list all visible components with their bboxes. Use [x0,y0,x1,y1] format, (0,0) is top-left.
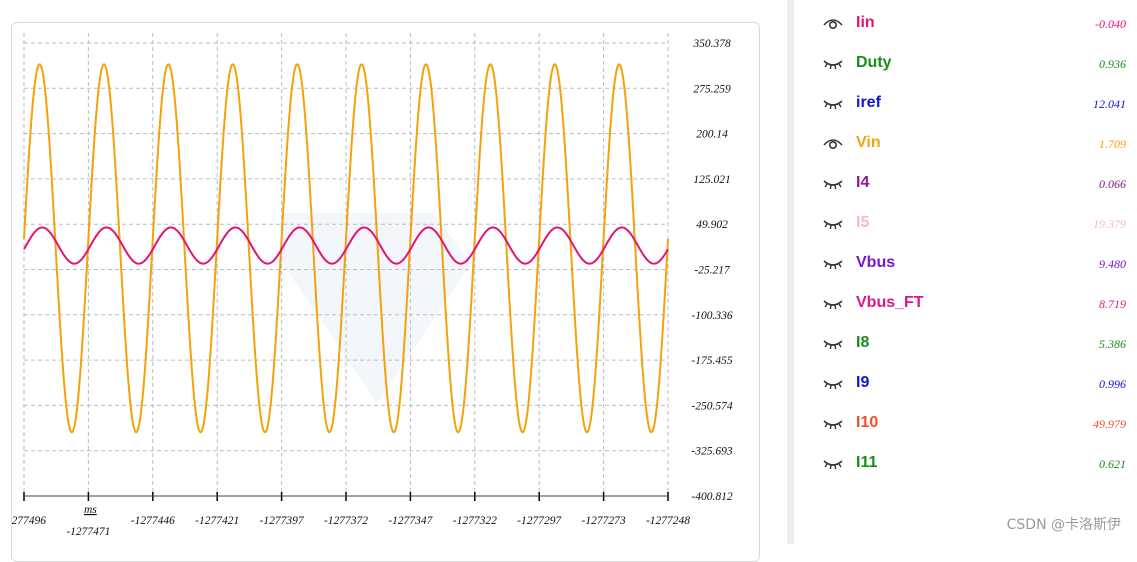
x-tick-label: -1277421 [195,515,239,527]
legend-series-name: I8 [856,334,870,351]
legend-item-duty[interactable]: Duty 0.936 [794,43,1137,83]
legend-series-name: Duty [856,54,892,71]
y-tick-label: -175.455 [691,355,732,367]
y-tick-label: -250.574 [691,400,732,412]
legend-series-value: 9.480 [1099,257,1126,271]
legend-series-name: Vbus_FT [856,294,924,311]
legend-item-i9[interactable]: I9 0.996 [794,363,1137,403]
plot-panel: 350.378 275.259 200.14 125.021 49.902 -25.217… [11,22,760,562]
background-logo [282,213,472,403]
panel-divider[interactable] [787,0,794,544]
eye-closed-icon[interactable] [822,95,844,111]
x-tick-label: -1277297 [517,515,562,527]
eye-closed-icon[interactable] [822,335,844,351]
series-line-iin [23,226,669,265]
eye-closed-icon[interactable] [822,415,844,431]
y-tick-label: 275.259 [693,83,731,95]
eye-closed-icon[interactable] [822,295,844,311]
legend-series-name: Vin [856,134,881,151]
x-tick-label: -1277471 [66,526,110,538]
legend-series-value: 19.379 [1093,217,1126,231]
watermark-text: CSDN @卡洛斯伊 [1006,517,1121,533]
legend-item-i5[interactable]: I5 19.379 [794,203,1137,243]
legend-series-value: 0.066 [1099,177,1126,191]
x-tick-label: -1277248 [646,515,690,527]
legend-series-value: 0.936 [1099,57,1126,71]
legend-item-iref[interactable]: iref 12.041 [794,83,1137,123]
legend-series-name: I4 [856,174,870,191]
x-tick-label: -1277496 [12,515,46,527]
y-tick-label: -325.693 [691,446,732,458]
legend-item-i4[interactable]: I4 0.066 [794,163,1137,203]
legend-series-value: 12.041 [1093,97,1126,111]
legend-series-name: I10 [856,414,879,431]
legend-series-value: 49.979 [1093,417,1126,431]
line-chart[interactable]: 350.378 275.259 200.14 125.021 49.902 -25.217… [12,23,761,545]
legend-series-value: 8.719 [1099,297,1126,311]
x-tick-label: -1277273 [582,515,626,527]
y-tick-label: -100.336 [691,310,732,322]
eye-closed-icon[interactable] [822,255,844,271]
legend-series-name: I9 [856,374,870,391]
legend-item-i10[interactable]: I10 49.979 [794,403,1137,443]
legend-series-value: 0.996 [1099,377,1126,391]
series-line-vin [23,63,669,434]
legend-series-name: iref [856,94,881,111]
eye-closed-icon[interactable] [822,215,844,231]
legend-item-iin[interactable]: Iin -0.040 [794,3,1137,43]
x-tick-label: -1277322 [453,515,497,527]
eye-open-icon[interactable] [822,135,844,151]
y-tick-label: 200.14 [696,129,728,141]
y-tick-label: 350.378 [692,38,731,50]
eye-closed-icon[interactable] [822,455,844,471]
legend-panel: Iin -0.040 Duty 0.936 iref 12.041 Vin 1.709 I4 0.… [794,0,1137,544]
y-tick-label: 49.902 [696,219,728,231]
x-tick-label: -1277372 [324,515,368,527]
legend-item-i8[interactable]: I8 5.386 [794,323,1137,363]
eye-closed-icon[interactable] [822,55,844,71]
y-tick-label: 125.021 [693,174,730,186]
legend-series-value: 5.386 [1099,337,1126,351]
x-tick-label: -1277397 [260,515,305,527]
x-tick-label: -1277446 [131,515,175,527]
legend-item-i11[interactable]: I11 0.621 [794,443,1137,483]
y-tick-label: -25.217 [694,265,731,277]
eye-closed-icon[interactable] [822,175,844,191]
legend-series-name: Vbus [856,254,896,271]
legend-item-vin[interactable]: Vin 1.709 [794,123,1137,163]
legend-item-vbus_ft[interactable]: Vbus_FT 8.719 [794,283,1137,323]
legend-series-name: I11 [856,454,878,471]
eye-closed-icon[interactable] [822,375,844,391]
legend-series-value: -0.040 [1095,17,1126,31]
x-unit-label: ms [84,504,97,516]
eye-open-icon[interactable] [822,15,844,31]
x-tick-label: -1277347 [388,515,433,527]
legend-item-vbus[interactable]: Vbus 9.480 [794,243,1137,283]
legend-series-name: Iin [856,14,875,31]
legend-series-value: 1.709 [1099,137,1126,151]
legend-series-value: 0.621 [1099,457,1126,471]
y-tick-label: -400.812 [691,491,732,503]
legend-series-name: I5 [856,214,870,231]
